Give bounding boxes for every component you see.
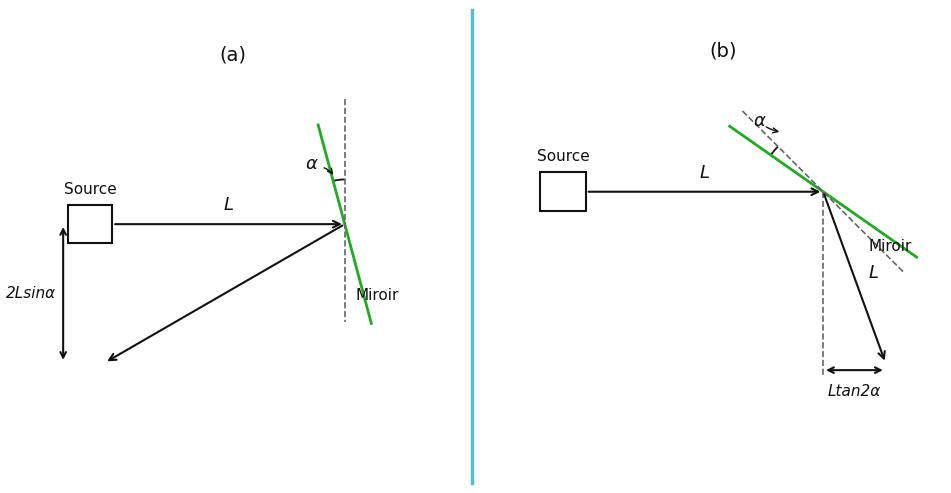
Text: L: L (700, 164, 709, 182)
Bar (68, 205, 112, 243)
Text: L: L (223, 196, 234, 214)
Text: Source: Source (64, 182, 116, 197)
Text: α: α (305, 155, 317, 173)
Text: Miroir: Miroir (869, 239, 912, 254)
Bar (540, 173, 586, 211)
Text: (b): (b) (709, 41, 736, 60)
Text: Miroir: Miroir (356, 288, 399, 303)
Text: L: L (868, 264, 878, 282)
Text: α: α (753, 112, 766, 130)
Text: 2Lsinα: 2Lsinα (7, 286, 56, 301)
Text: Ltan2α: Ltan2α (827, 384, 881, 399)
Text: (a): (a) (220, 45, 246, 65)
Text: Source: Source (536, 149, 590, 164)
